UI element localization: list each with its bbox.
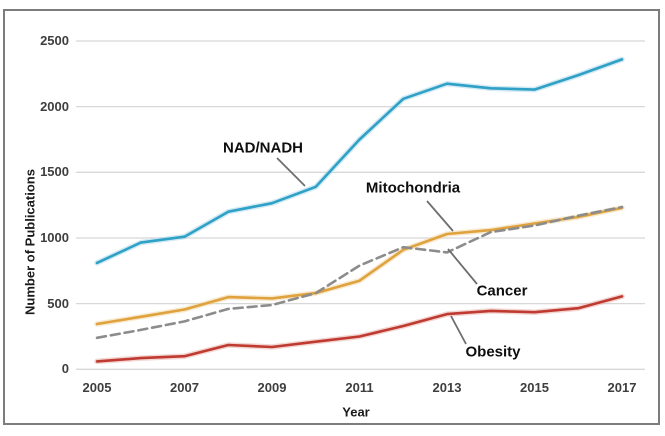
series-line-cancer (95, 205, 624, 340)
y-tick-1000: 1000 (40, 229, 69, 245)
leader-line-nad-nadh (276, 157, 306, 187)
leader-line-obesity (450, 315, 467, 345)
x-tick-2009: 2009 (257, 380, 287, 395)
x-tick-2005: 2005 (82, 380, 112, 395)
y-tick-2000: 2000 (40, 98, 69, 114)
y-tick-500: 500 (47, 295, 69, 311)
series-halo-obesity (94, 293, 625, 365)
x-tick-2015: 2015 (520, 380, 549, 395)
series-label-mitochondria: Mitochondria (365, 179, 461, 197)
y-tick-2500: 2500 (40, 33, 69, 48)
series-line-mitochondria (95, 206, 624, 326)
leader-line-mitochondria (426, 200, 454, 232)
y-axis-title: Number of Publications (22, 169, 38, 315)
chart-outer-border (3, 9, 660, 425)
series-label-nad-nadh: NAD/NADH (223, 139, 303, 157)
series-line-obesity (95, 295, 624, 363)
x-tick-2007: 2007 (170, 380, 199, 395)
x-axis-title: Year (342, 404, 370, 420)
x-tick-2013: 2013 (432, 380, 462, 395)
series-label-cancer: Cancer (476, 282, 528, 300)
series-label-obesity: Obesity (465, 343, 521, 361)
y-tick-1500: 1500 (40, 164, 69, 180)
x-tick-2017: 2017 (607, 380, 637, 395)
y-tick-0: 0 (61, 361, 69, 377)
x-tick-2011: 2011 (345, 380, 374, 395)
leader-line-cancer (447, 248, 478, 285)
series-line-nad-nadh (95, 58, 624, 265)
series-halo-nad-nadh (94, 56, 625, 266)
